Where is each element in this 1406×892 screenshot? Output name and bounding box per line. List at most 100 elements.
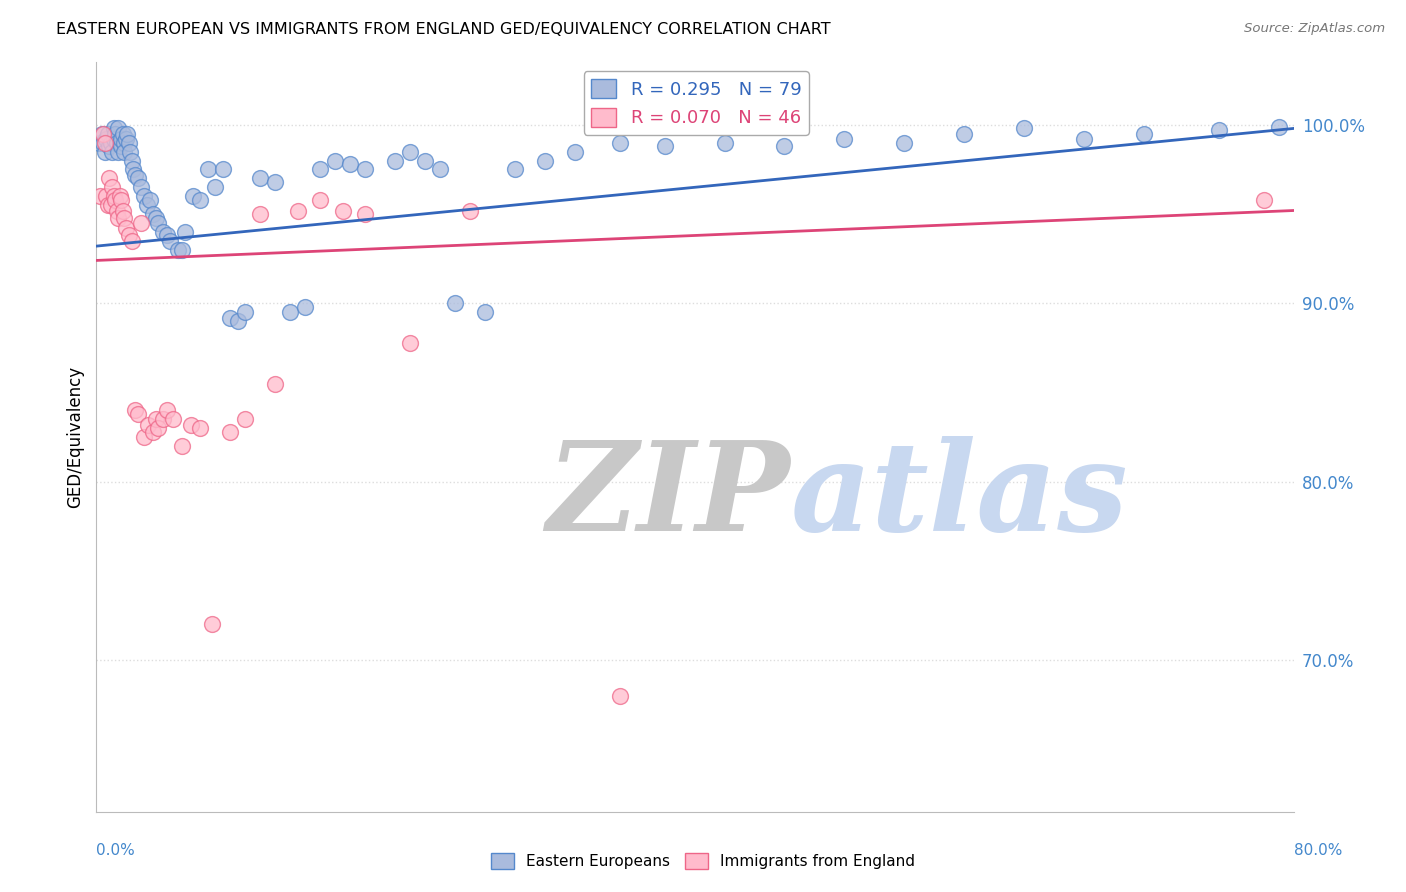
Point — [474, 305, 496, 319]
Text: 0.0%: 0.0% — [96, 843, 135, 858]
Point — [118, 145, 141, 159]
Point — [129, 216, 152, 230]
Text: EASTERN EUROPEAN VS IMMIGRANTS FROM ENGLAND GED/EQUIVALENCY CORRELATION CHART: EASTERN EUROPEAN VS IMMIGRANTS FROM ENGL… — [56, 22, 831, 37]
Point — [94, 189, 117, 203]
Point — [105, 136, 128, 150]
Point — [399, 145, 422, 159]
Point — [181, 189, 204, 203]
Point — [101, 145, 124, 159]
Point — [145, 412, 167, 426]
Point — [104, 127, 127, 141]
Point — [219, 310, 242, 325]
Point — [93, 136, 115, 150]
Point — [1012, 121, 1035, 136]
Point — [458, 203, 481, 218]
Point — [609, 689, 631, 703]
Point — [172, 243, 194, 257]
Point — [91, 127, 114, 141]
Point — [1133, 127, 1156, 141]
Point — [1208, 123, 1230, 137]
Point — [122, 162, 145, 177]
Point — [323, 153, 346, 168]
Point — [112, 211, 135, 225]
Point — [413, 153, 436, 168]
Point — [429, 162, 451, 177]
Point — [235, 412, 257, 426]
Point — [98, 171, 121, 186]
Point — [129, 180, 152, 194]
Point — [124, 403, 146, 417]
Point — [110, 193, 132, 207]
Point — [148, 421, 170, 435]
Point — [103, 132, 125, 146]
Point — [91, 136, 114, 150]
Text: 80.0%: 80.0% — [1295, 843, 1343, 858]
Point — [399, 335, 422, 350]
Point — [87, 136, 110, 150]
Point — [264, 175, 287, 189]
Point — [104, 193, 127, 207]
Point — [111, 127, 134, 141]
Point — [713, 136, 735, 150]
Point — [94, 132, 117, 146]
Point — [190, 193, 212, 207]
Text: ZIP: ZIP — [547, 436, 790, 558]
Point — [773, 139, 796, 153]
Point — [90, 127, 112, 141]
Point — [534, 153, 557, 168]
Point — [138, 193, 160, 207]
Point — [172, 439, 194, 453]
Point — [503, 162, 526, 177]
Point — [105, 203, 128, 218]
Text: Source: ZipAtlas.com: Source: ZipAtlas.com — [1244, 22, 1385, 36]
Point — [145, 211, 167, 225]
Point — [110, 132, 132, 146]
Y-axis label: GED/Equivalency: GED/Equivalency — [66, 366, 84, 508]
Point — [114, 132, 136, 146]
Point — [112, 136, 135, 150]
Point — [148, 216, 170, 230]
Point — [167, 243, 190, 257]
Point — [108, 189, 131, 203]
Point — [111, 203, 134, 218]
Point — [204, 180, 226, 194]
Point — [114, 221, 136, 235]
Point — [136, 417, 159, 432]
Point — [152, 412, 174, 426]
Point — [100, 198, 122, 212]
Point — [132, 189, 155, 203]
Point — [197, 162, 219, 177]
Point — [1073, 132, 1095, 146]
Point — [893, 136, 915, 150]
Point — [309, 162, 332, 177]
Point — [124, 168, 146, 182]
Point — [226, 314, 249, 328]
Point — [174, 225, 197, 239]
Point — [117, 136, 139, 150]
Point — [121, 234, 143, 248]
Legend: Eastern Europeans, Immigrants from England: Eastern Europeans, Immigrants from Engla… — [485, 847, 921, 875]
Point — [107, 211, 129, 225]
Point — [98, 139, 121, 153]
Point — [108, 136, 131, 150]
Point — [159, 234, 181, 248]
Point — [384, 153, 406, 168]
Point — [339, 157, 361, 171]
Point — [444, 296, 467, 310]
Point — [112, 145, 135, 159]
Point — [609, 136, 631, 150]
Point — [132, 430, 155, 444]
Point — [117, 228, 139, 243]
Point — [564, 145, 586, 159]
Point — [97, 127, 120, 141]
Point — [162, 412, 184, 426]
Point — [89, 189, 111, 203]
Point — [190, 421, 212, 435]
Point — [354, 162, 377, 177]
Point — [141, 425, 163, 439]
Point — [212, 162, 235, 177]
Point — [287, 203, 309, 218]
Point — [107, 145, 129, 159]
Point — [249, 207, 271, 221]
Point — [127, 407, 149, 421]
